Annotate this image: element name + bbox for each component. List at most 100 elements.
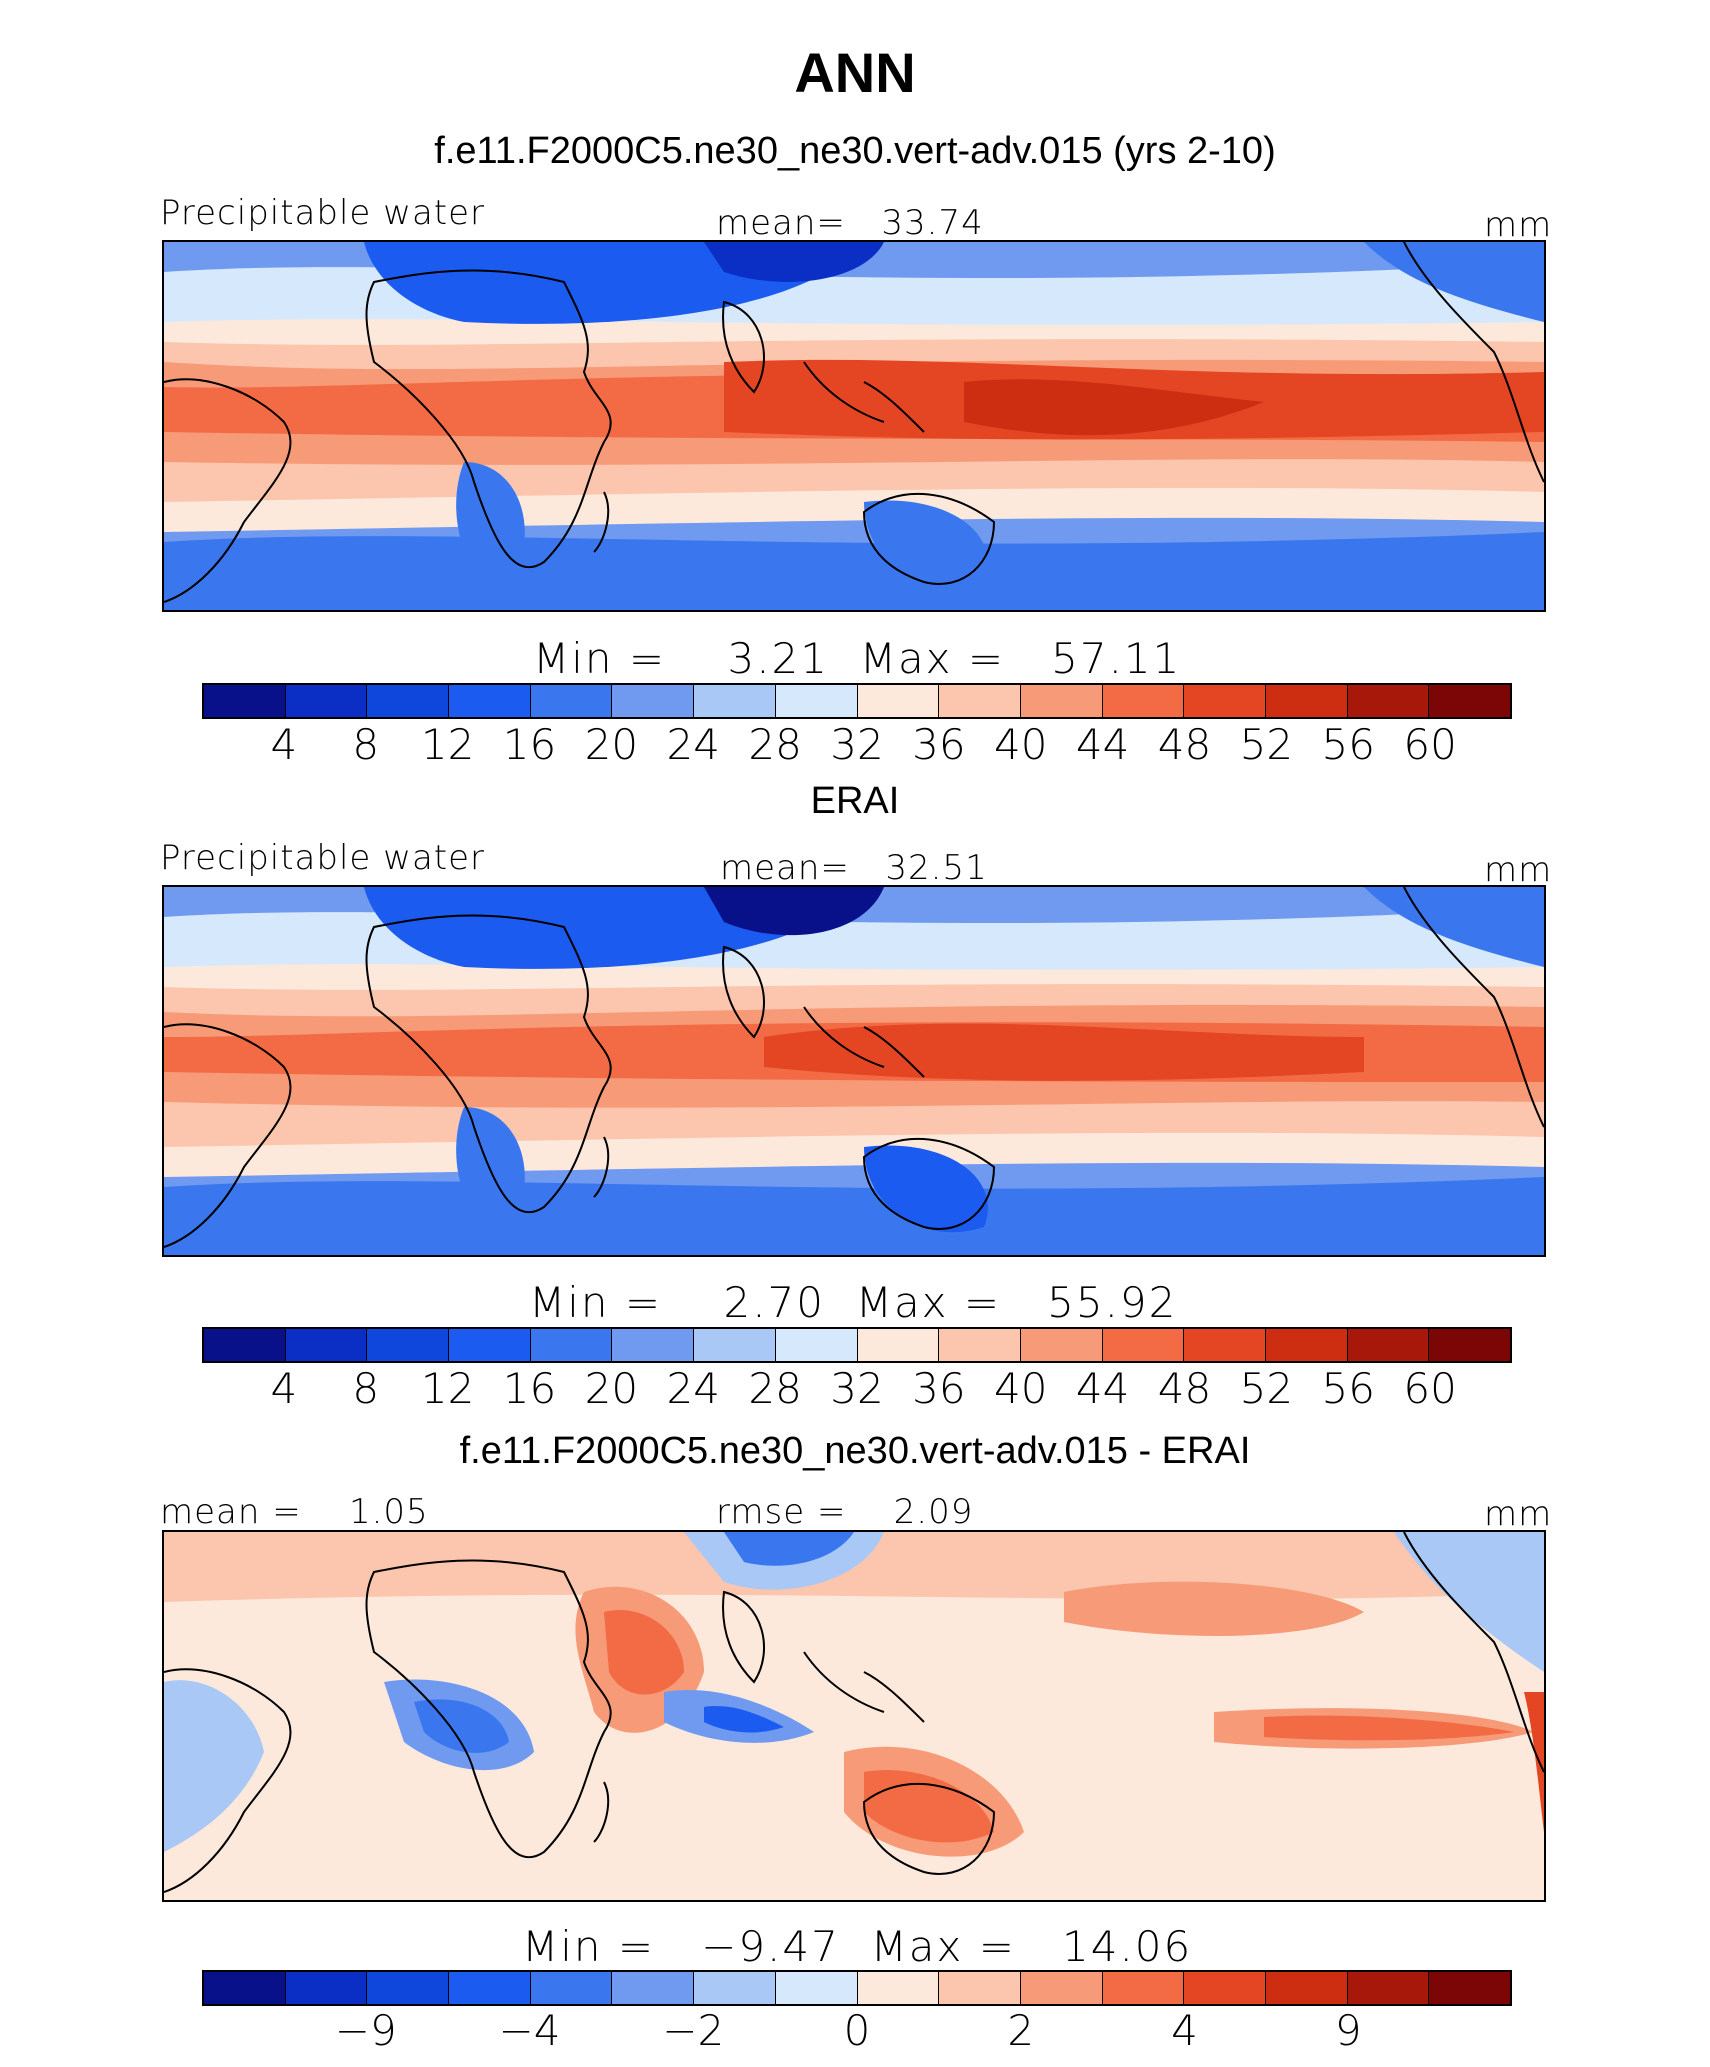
figure-title: ANN xyxy=(794,41,916,104)
panel3-title: f.e11.F2000C5.ne30_ne30.vert-adv.015 - E… xyxy=(459,1430,1251,1472)
colorbar-swatch xyxy=(1347,685,1430,717)
colorbar-swatch xyxy=(1265,685,1348,717)
colorbar-tick-label: 8 xyxy=(352,1364,380,1413)
colorbar-tick-label: 12 xyxy=(420,720,475,769)
colorbar-swatch xyxy=(530,685,613,717)
panel2-colorbar xyxy=(202,1327,1512,1363)
colorbar-tick-label: −9 xyxy=(334,2006,397,2055)
colorbar-tick-label: 48 xyxy=(1157,720,1212,769)
panel2-mean-label: mean= 32.51 xyxy=(720,848,988,888)
colorbar-tick-label: 56 xyxy=(1321,1364,1375,1413)
colorbar-swatch xyxy=(1102,685,1185,717)
colorbar-swatch xyxy=(1347,1972,1430,2004)
colorbar-tick-label: 56 xyxy=(1321,720,1375,769)
colorbar-tick-label: 9 xyxy=(1334,2006,1362,2055)
colorbar-swatch xyxy=(204,685,286,717)
panel3-colorbar xyxy=(202,1970,1512,2006)
colorbar-swatch xyxy=(204,1972,286,2004)
panel1-mean-label: mean= 33.74 xyxy=(716,203,984,243)
panel3-colorbar-ticks: −9 −4 −2 0 2 4 9 xyxy=(0,2006,1710,2056)
colorbar-swatch xyxy=(612,1329,695,1361)
colorbar-swatch xyxy=(530,1972,613,2004)
panel3-map xyxy=(162,1530,1546,1902)
panel3-minmax: Min = −9.47 Max = 14.06 xyxy=(522,1922,1193,1971)
colorbar-tick-label: 44 xyxy=(1075,1364,1130,1413)
panel3-mean-label: mean = 1.05 xyxy=(160,1492,429,1532)
colorbar-swatch xyxy=(694,1329,776,1361)
colorbar-swatch xyxy=(939,685,1021,717)
colorbar-tick-label: 36 xyxy=(912,720,966,769)
colorbar-tick-label: 24 xyxy=(666,1364,720,1413)
colorbar-tick-label: 32 xyxy=(830,720,884,769)
colorbar-tick-label: 28 xyxy=(748,1364,802,1413)
colorbar-swatch xyxy=(857,1972,940,2004)
panel1-colorbar-ticks: 4 8 12 16 20 24 28 32 36 40 44 48 52 56 60 xyxy=(0,720,1710,770)
colorbar-swatch xyxy=(775,1972,858,2004)
colorbar-swatch xyxy=(1184,1329,1266,1361)
panel1-minmax: Min = 3.21 Max = 57.11 xyxy=(533,634,1182,683)
colorbar-swatch xyxy=(1429,1329,1510,1361)
colorbar-tick-label: 8 xyxy=(352,720,380,769)
colorbar-tick-label: 4 xyxy=(270,720,298,769)
colorbar-swatch xyxy=(1265,1329,1348,1361)
colorbar-tick-label: 28 xyxy=(748,720,802,769)
panel1-colorbar xyxy=(202,683,1512,719)
panel2-variable-label: Precipitable water xyxy=(160,838,486,878)
colorbar-swatch xyxy=(367,1972,450,2004)
colorbar-tick-label: 4 xyxy=(270,1364,298,1413)
colorbar-tick-label: 0 xyxy=(843,2006,871,2055)
colorbar-swatch xyxy=(857,1329,940,1361)
panel2-units-label: mm xyxy=(1484,850,1553,890)
colorbar-tick-label: 12 xyxy=(420,1364,475,1413)
colorbar-swatch xyxy=(449,1972,531,2004)
colorbar-swatch xyxy=(694,1972,776,2004)
colorbar-tick-label: −4 xyxy=(498,2006,561,2055)
colorbar-swatch xyxy=(1102,1329,1185,1361)
colorbar-tick-label: 40 xyxy=(994,1364,1048,1413)
colorbar-swatch xyxy=(775,1329,858,1361)
colorbar-swatch xyxy=(939,1972,1021,2004)
colorbar-swatch xyxy=(939,1329,1021,1361)
panel3-units-label: mm xyxy=(1484,1494,1553,1534)
colorbar-tick-label: 48 xyxy=(1157,1364,1212,1413)
colorbar-swatch xyxy=(775,685,858,717)
colorbar-tick-label: 60 xyxy=(1403,720,1457,769)
colorbar-tick-label: 36 xyxy=(912,1364,966,1413)
colorbar-swatch xyxy=(1429,1972,1510,2004)
colorbar-tick-label: 44 xyxy=(1075,720,1130,769)
colorbar-tick-label: 16 xyxy=(502,720,557,769)
colorbar-swatch xyxy=(612,685,695,717)
colorbar-swatch xyxy=(449,1329,531,1361)
panel1-title: f.e11.F2000C5.ne30_ne30.vert-adv.015 (yr… xyxy=(434,130,1276,172)
colorbar-swatch xyxy=(1265,1972,1348,2004)
colorbar-tick-label: −2 xyxy=(662,2006,725,2055)
colorbar-tick-label: 24 xyxy=(666,720,720,769)
panel1-units-label: mm xyxy=(1484,205,1553,245)
colorbar-tick-label: 52 xyxy=(1239,720,1294,769)
colorbar-swatch xyxy=(1184,1972,1266,2004)
colorbar-swatch xyxy=(285,1329,368,1361)
colorbar-swatch xyxy=(1020,1329,1103,1361)
colorbar-swatch xyxy=(1429,685,1510,717)
panel2-map xyxy=(162,885,1546,1257)
colorbar-swatch xyxy=(1020,1972,1103,2004)
colorbar-swatch xyxy=(367,685,450,717)
colorbar-swatch xyxy=(1184,685,1266,717)
colorbar-swatch xyxy=(1102,1972,1185,2004)
colorbar-swatch xyxy=(612,1972,695,2004)
colorbar-swatch xyxy=(530,1329,613,1361)
colorbar-swatch xyxy=(285,1972,368,2004)
colorbar-tick-label: 2 xyxy=(1007,2006,1035,2055)
panel1-map xyxy=(162,240,1546,612)
panel1-variable-label: Precipitable water xyxy=(160,193,486,233)
colorbar-tick-label: 16 xyxy=(502,1364,557,1413)
colorbar-swatch xyxy=(694,685,776,717)
colorbar-tick-label: 60 xyxy=(1403,1364,1457,1413)
colorbar-swatch xyxy=(449,685,531,717)
colorbar-swatch xyxy=(204,1329,286,1361)
colorbar-tick-label: 32 xyxy=(830,1364,884,1413)
panel2-minmax: Min = 2.70 Max = 55.92 xyxy=(529,1278,1178,1327)
panel3-rmse-label: rmse = 2.09 xyxy=(716,1492,974,1532)
panel2-colorbar-ticks: 4 8 12 16 20 24 28 32 36 40 44 48 52 56 60 xyxy=(0,1364,1710,1414)
colorbar-tick-label: 20 xyxy=(584,1364,639,1413)
